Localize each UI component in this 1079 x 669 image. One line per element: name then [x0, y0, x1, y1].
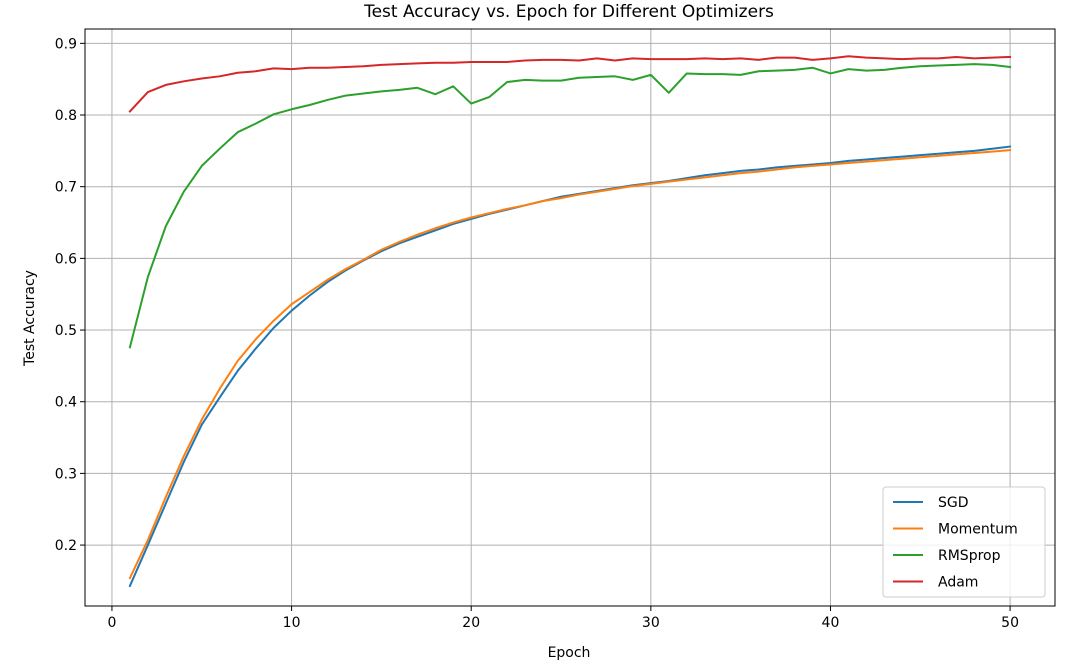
- chart-title: Test Accuracy vs. Epoch for Different Op…: [363, 2, 774, 22]
- legend-label: SGD: [938, 495, 969, 511]
- legend-label: RMSprop: [938, 548, 1001, 564]
- axis-ticks: 0 10 20 30 40 50 0.2 0.3 0.4 0.5 0.6 0.7 0.8 0.9: [55, 36, 1019, 631]
- legend-label: Momentum: [938, 522, 1018, 538]
- y-tick-label: 0.3: [55, 466, 77, 482]
- series-line-momentum: [128, 149, 1012, 580]
- legend-label: Adam: [938, 575, 978, 591]
- y-tick-label: 0.4: [55, 395, 77, 411]
- y-tick-label: 0.9: [55, 36, 77, 52]
- y-tick-label: 0.6: [55, 251, 77, 267]
- x-tick-label: 20: [462, 615, 480, 631]
- legend: SGD Momentum RMSprop Adam: [882, 486, 1046, 598]
- x-axis-label: Epoch: [548, 645, 591, 661]
- x-tick-label: 10: [283, 615, 301, 631]
- x-tick-label: 40: [822, 615, 840, 631]
- x-tick-label: 50: [1001, 615, 1019, 631]
- plot-frame: [84, 28, 1056, 607]
- y-tick-label: 0.8: [55, 108, 77, 124]
- x-tick-label: 30: [642, 615, 660, 631]
- x-tick-label: 0: [107, 615, 116, 631]
- series-line-sgd: [128, 145, 1012, 588]
- y-tick-label: 0.7: [55, 180, 77, 196]
- grid: [85, 29, 1055, 606]
- series-lines: [128, 55, 1012, 588]
- y-tick-label: 0.2: [55, 538, 77, 554]
- series-line-rmsprop: [128, 63, 1012, 349]
- legend-box: [882, 486, 1046, 598]
- series-line-adam: [128, 55, 1012, 113]
- y-axis-label: Test Accuracy: [22, 270, 38, 367]
- y-tick-label: 0.5: [55, 323, 77, 339]
